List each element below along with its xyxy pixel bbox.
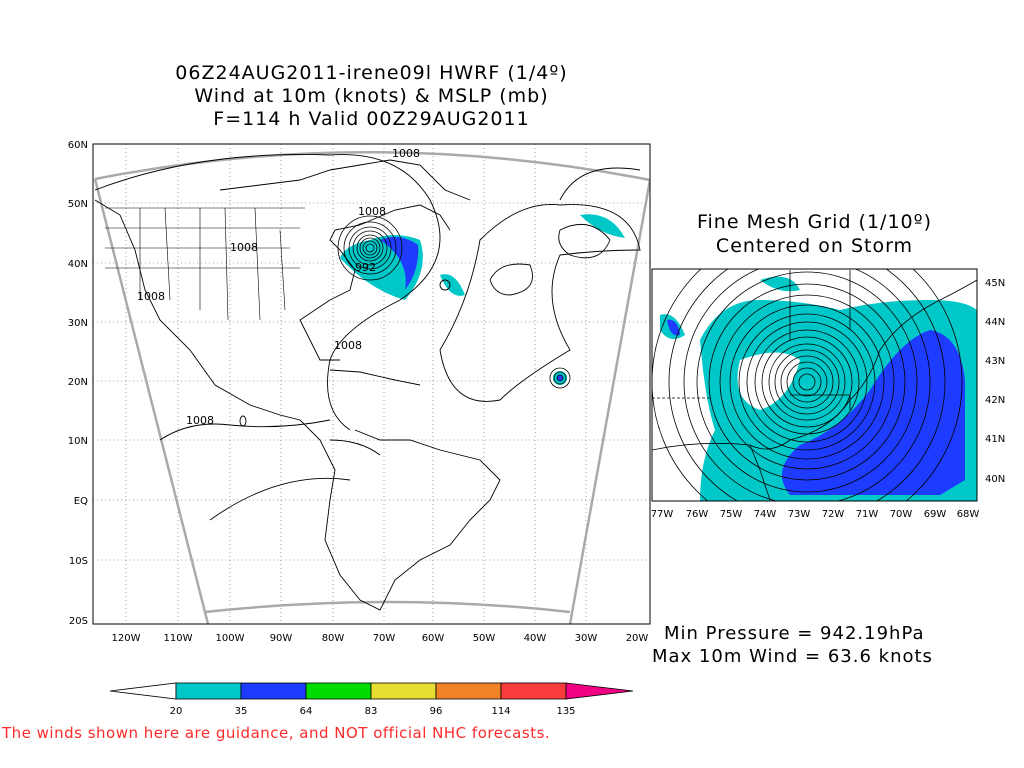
- inset-title-line-2: Centered on Storm: [715, 235, 914, 257]
- colorbar-tick: 83: [365, 706, 378, 717]
- model-domain-boundary: [93, 151, 650, 624]
- lat-label: 42N: [985, 395, 1005, 406]
- colorbar-tick: 20: [170, 706, 183, 717]
- colorbar-high-arrow: [565, 682, 634, 700]
- main-grid: [93, 144, 650, 624]
- lon-label: 110W: [164, 633, 193, 644]
- lat-label: EQ: [74, 496, 88, 507]
- lon-label: 73W: [788, 509, 811, 520]
- contour-labels: 1008 1008 1008 1008 1008 1008 992: [137, 147, 420, 427]
- lat-label: 20N: [68, 377, 88, 388]
- inset-title-line-1: Fine Mesh Grid (1/10º): [696, 211, 933, 233]
- lon-label: 100W: [216, 633, 245, 644]
- contour-label: 1008: [186, 414, 214, 427]
- contour-label: 992: [355, 261, 376, 274]
- colorbar-tick: 35: [235, 706, 248, 717]
- storm-jose-isobars: [549, 367, 571, 389]
- colorbar-tick: 96: [430, 706, 443, 717]
- lat-label: 10S: [69, 556, 88, 567]
- inset-isobars: [652, 269, 963, 501]
- colorbar-low-arrow: [109, 682, 177, 700]
- colorbar-tick: 64: [300, 706, 313, 717]
- lat-label: 30N: [68, 318, 88, 329]
- inset-wind-blue-west: [667, 319, 680, 336]
- lat-label: 40N: [985, 474, 1005, 485]
- colorbar-bin: [370, 682, 437, 700]
- wind-shading: [340, 214, 625, 385]
- inset-lon-labels: 77W 76W 75W 74W 73W 72W 71W 70W 69W 68W: [651, 509, 980, 520]
- main-lat-labels: 60N 50N 40N 30N 20N 10N EQ 10S 20S: [68, 140, 88, 627]
- lon-label: 69W: [924, 509, 947, 520]
- min-pressure-text: Min Pressure = 942.19hPa: [664, 623, 925, 644]
- lat-label: 40N: [68, 259, 88, 270]
- colorbar-bin: [305, 682, 372, 700]
- lon-label: 80W: [322, 633, 345, 644]
- max-wind-text: Max 10m Wind = 63.6 knots: [652, 646, 933, 667]
- lat-label: 43N: [985, 356, 1005, 367]
- colorbar-tick: 114: [491, 706, 510, 717]
- coastlines: [94, 159, 501, 611]
- lon-label: 77W: [651, 509, 674, 520]
- lon-label: 68W: [957, 509, 980, 520]
- lat-label: 10N: [68, 436, 88, 447]
- storm-irene-isobars: [337, 215, 403, 281]
- lon-label: 50W: [473, 633, 496, 644]
- inset-lat-labels: 45N 44N 43N 42N 41N 40N: [985, 278, 1005, 485]
- colorbar-bin: [435, 682, 502, 700]
- state-boundaries: [105, 207, 305, 321]
- main-title-line-3: F=114 h Valid 00Z29AUG2011: [213, 108, 530, 130]
- inset-wind-cyan-north: [760, 276, 800, 292]
- main-map-frame: [92, 143, 651, 625]
- lat-label: 41N: [985, 434, 1005, 445]
- disclaimer-text: The winds shown here are guidance, and N…: [2, 724, 551, 742]
- contour-label: 1008: [230, 241, 258, 254]
- lon-label: 72W: [822, 509, 845, 520]
- main-title-line-1: 06Z24AUG2011-irene09l HWRF (1/4º): [175, 62, 568, 84]
- lon-label: 40W: [524, 633, 547, 644]
- main-lon-labels: 120W 110W 100W 90W 80W 70W 60W 50W 40W 3…: [112, 633, 649, 644]
- lon-label: 70W: [890, 509, 913, 520]
- lon-label: 30W: [575, 633, 598, 644]
- contour-label: 1008: [392, 147, 420, 160]
- colorbar-bin: [500, 682, 567, 700]
- lon-label: 120W: [112, 633, 141, 644]
- lat-label: 50N: [68, 199, 88, 210]
- colorbar-tick: 135: [556, 706, 575, 717]
- inset-map: 45N 44N 43N 42N 41N 40N 77W 76W 75W 74W …: [651, 268, 1005, 520]
- lon-label: 74W: [754, 509, 777, 520]
- lon-label: 60W: [422, 633, 445, 644]
- lon-label: 71W: [856, 509, 879, 520]
- isobars: [94, 154, 641, 521]
- contour-label: 1008: [137, 290, 165, 303]
- lat-label: 20S: [69, 616, 88, 627]
- lat-label: 44N: [985, 317, 1005, 328]
- colorbar-bin: [240, 682, 307, 700]
- lat-label: 60N: [68, 140, 88, 151]
- main-map: 1008 1008 1008 1008 1008 1008 992 60N 50…: [68, 140, 651, 644]
- inset-wind-blue: [782, 330, 965, 495]
- lon-label: 20W: [626, 633, 649, 644]
- lon-label: 70W: [373, 633, 396, 644]
- contour-label: 1008: [334, 339, 362, 352]
- colorbar-bin: [175, 682, 242, 700]
- lat-label: 45N: [985, 278, 1005, 289]
- contour-label: 1008: [358, 205, 386, 218]
- lon-label: 76W: [686, 509, 709, 520]
- inset-coastlines: [652, 270, 977, 501]
- colorbar-ticks: 20 35 64 83 96 114 135: [170, 706, 576, 717]
- lon-label: 75W: [720, 509, 743, 520]
- colorbar: 20 35 64 83 96 114 135: [109, 682, 634, 717]
- main-title-line-2: Wind at 10m (knots) & MSLP (mb): [194, 85, 549, 107]
- lon-label: 90W: [270, 633, 293, 644]
- inset-map-frame: [651, 268, 978, 502]
